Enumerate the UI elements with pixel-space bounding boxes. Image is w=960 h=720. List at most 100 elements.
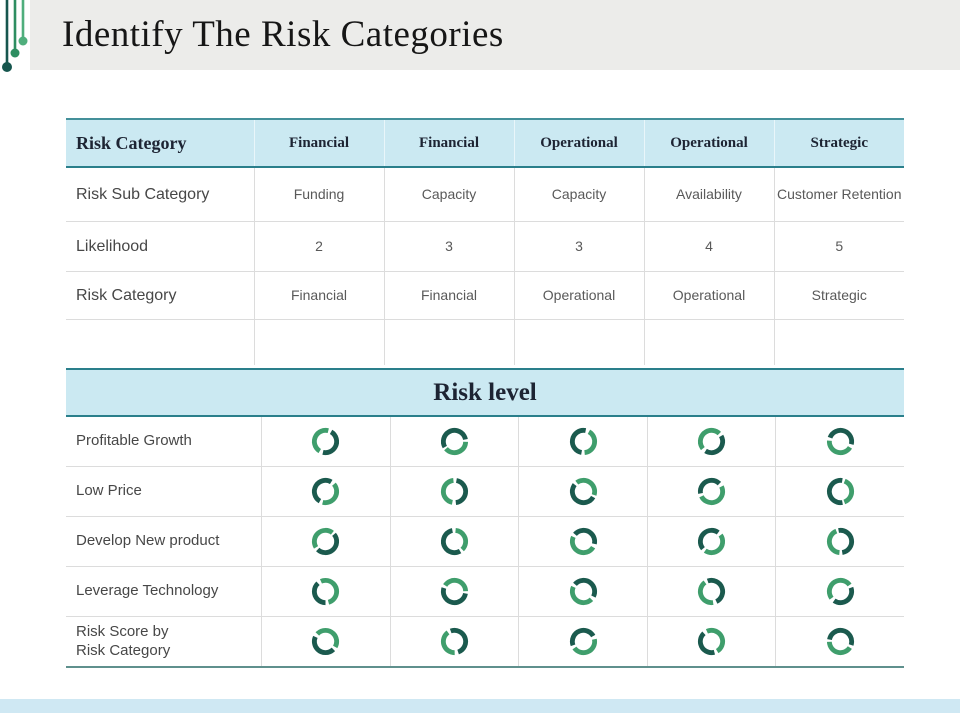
- risk-level-cell: [519, 417, 648, 466]
- donut-chart-icon: [312, 427, 340, 456]
- risk-level-cell: [391, 617, 520, 666]
- risk-level-cell: [262, 567, 391, 616]
- risk-level-cell: [776, 617, 904, 666]
- matrix-row: Risk Category Financial Financial Operation…: [66, 271, 904, 320]
- matrix-row-label: Risk Sub Category: [66, 167, 255, 222]
- risk-level-row: Develop New product: [66, 517, 904, 567]
- donut-chart-icon: [826, 477, 854, 506]
- matrix-cell: [644, 319, 775, 365]
- matrix-cell: 3: [514, 221, 645, 272]
- matrix-header-cell: Financial: [254, 118, 385, 168]
- donut-chart-icon: [569, 477, 597, 506]
- risk-level-row-label: Risk Score by Risk Category: [66, 617, 262, 666]
- risk-level-cell: [648, 517, 777, 566]
- donut-chart-icon: [440, 527, 468, 556]
- matrix-cell: 4: [644, 221, 775, 272]
- risk-level-header: Risk level: [66, 368, 904, 417]
- matrix-header-row: Risk Category Financial Financial Operatio…: [66, 118, 904, 168]
- matrix-row: Likelihood 2 3 3 4 5: [66, 221, 904, 272]
- matrix-cell: Availability: [644, 167, 775, 222]
- donut-chart-icon: [698, 627, 726, 656]
- risk-level-row: Risk Score by Risk Category: [66, 617, 904, 668]
- risk-level-row: Profitable Growth: [66, 417, 904, 467]
- donut-chart-icon: [569, 577, 597, 606]
- risk-level-row-label: Develop New product: [66, 517, 262, 566]
- decorative-pins-icon: [2, 0, 28, 72]
- donut-chart-icon: [569, 527, 597, 556]
- matrix-header-cell: Strategic: [774, 118, 904, 168]
- matrix-cell: Funding: [254, 167, 385, 222]
- donut-chart-icon: [569, 427, 597, 456]
- donut-chart-icon: [826, 577, 854, 606]
- donut-chart-icon: [698, 427, 726, 456]
- donut-chart-icon: [826, 527, 854, 556]
- matrix-cell: 3: [384, 221, 515, 272]
- donut-chart-icon: [698, 577, 726, 606]
- donut-chart-icon: [440, 477, 468, 506]
- risk-level-cell: [519, 467, 648, 516]
- footer-accent-bar: [0, 699, 960, 713]
- risk-matrix-table: Risk Category Financial Financial Operatio…: [66, 118, 904, 365]
- risk-level-cell: [648, 417, 777, 466]
- matrix-header-cell: Operational: [644, 118, 775, 168]
- risk-level-cell: [262, 417, 391, 466]
- risk-level-cell: [519, 617, 648, 666]
- donut-chart-icon: [440, 627, 468, 656]
- matrix-cell: Financial: [384, 271, 515, 320]
- donut-chart-icon: [698, 477, 726, 506]
- donut-chart-icon: [312, 627, 340, 656]
- risk-level-cell: [648, 467, 777, 516]
- matrix-header-cell: Operational: [514, 118, 645, 168]
- risk-level-cell: [391, 467, 520, 516]
- donut-chart-icon: [312, 477, 340, 506]
- risk-level-row: Leverage Technology: [66, 567, 904, 617]
- risk-level-cell: [519, 567, 648, 616]
- matrix-row-label: Risk Category: [66, 271, 255, 320]
- matrix-row: Risk Sub Category Funding Capacity Capacity…: [66, 167, 904, 222]
- risk-level-cell: [776, 517, 904, 566]
- risk-level-row-label: Leverage Technology: [66, 567, 262, 616]
- donut-chart-icon: [826, 427, 854, 456]
- matrix-cell: Customer Retention: [774, 167, 904, 222]
- risk-level-cell: [776, 467, 904, 516]
- donut-chart-icon: [312, 527, 340, 556]
- page-title: Identify The Risk Categories: [62, 14, 504, 55]
- title-band: [30, 0, 960, 70]
- donut-chart-icon: [698, 527, 726, 556]
- risk-level-cell: [262, 467, 391, 516]
- matrix-cell: [384, 319, 515, 365]
- risk-level-cell: [262, 517, 391, 566]
- risk-level-row-label: Low Price: [66, 467, 262, 516]
- donut-chart-icon: [440, 427, 468, 456]
- matrix-cell: Strategic: [774, 271, 904, 320]
- matrix-cell: Operational: [644, 271, 775, 320]
- matrix-header-label: Risk Category: [66, 118, 255, 168]
- matrix-row-label: Likelihood: [66, 221, 255, 272]
- risk-level-cell: [776, 417, 904, 466]
- matrix-cell: 2: [254, 221, 385, 272]
- risk-level-cell: [391, 517, 520, 566]
- risk-level-cell: [776, 567, 904, 616]
- risk-level-cell: [391, 567, 520, 616]
- risk-level-cell: [648, 617, 777, 666]
- risk-level-cell: [262, 617, 391, 666]
- risk-level-row: Low Price: [66, 467, 904, 517]
- matrix-row-label: [66, 319, 255, 365]
- matrix-cell: Capacity: [384, 167, 515, 222]
- matrix-cell: Financial: [254, 271, 385, 320]
- matrix-cell: Operational: [514, 271, 645, 320]
- matrix-cell: [254, 319, 385, 365]
- matrix-cell: 5: [774, 221, 904, 272]
- matrix-header-cell: Financial: [384, 118, 515, 168]
- matrix-cell: [514, 319, 645, 365]
- donut-chart-icon: [312, 577, 340, 606]
- donut-chart-icon: [569, 627, 597, 656]
- donut-chart-icon: [440, 577, 468, 606]
- risk-level-cell: [391, 417, 520, 466]
- risk-level-row-label: Profitable Growth: [66, 417, 262, 466]
- matrix-cell: Capacity: [514, 167, 645, 222]
- risk-level-table: Risk level Profitable Growth Low Price Dev…: [66, 368, 904, 668]
- matrix-cell: [774, 320, 904, 366]
- matrix-row: [66, 319, 904, 366]
